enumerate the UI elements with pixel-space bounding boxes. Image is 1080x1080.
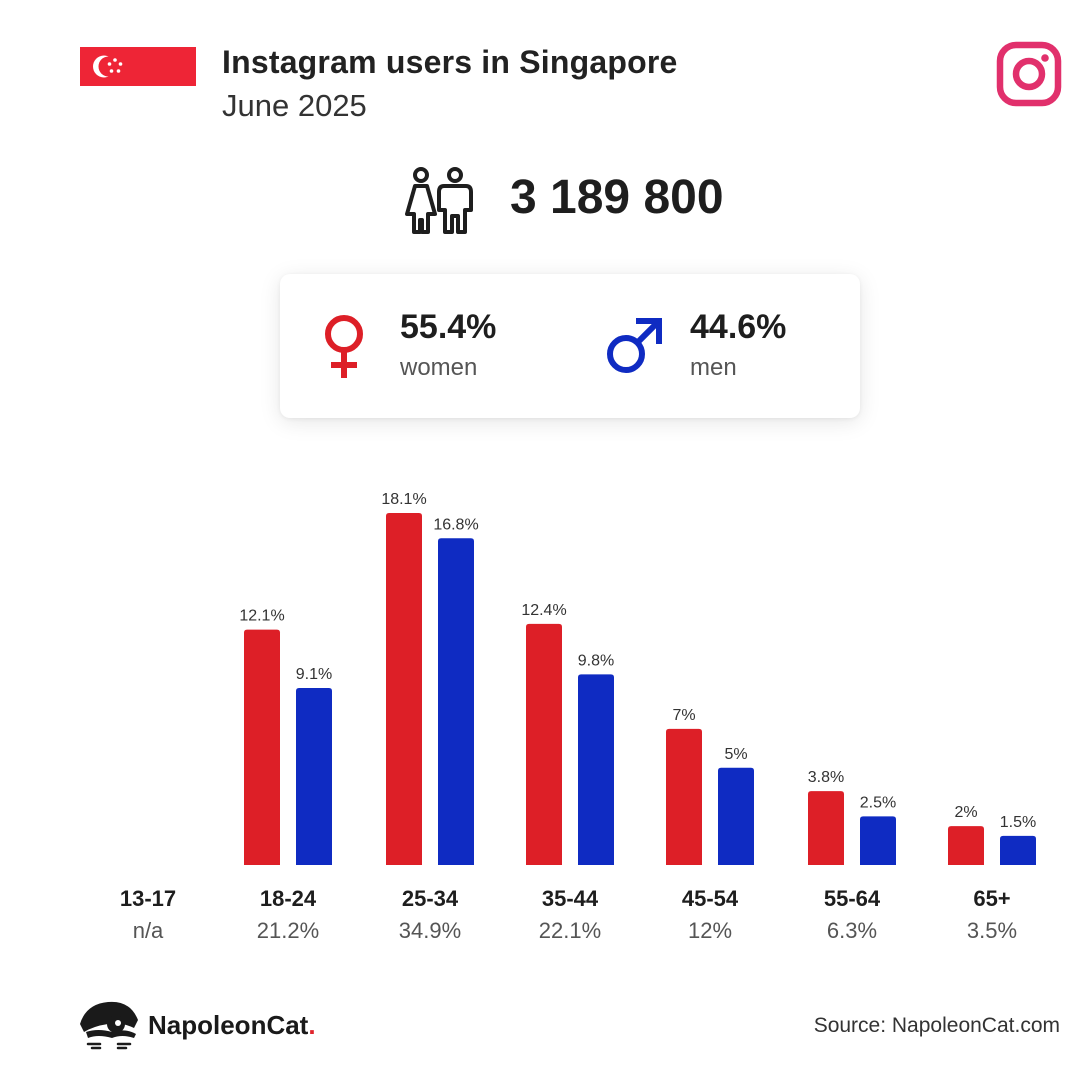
- category-total-25-34: 34.9%: [399, 918, 461, 943]
- female-icon: [325, 315, 363, 378]
- category-total-35-44: 22.1%: [539, 918, 601, 943]
- napoleoncat-logo-icon: [80, 1001, 138, 1050]
- bar-label-men-25-34: 16.8%: [433, 516, 478, 533]
- bar-label-men-65+: 1.5%: [1000, 814, 1036, 831]
- bar-men-45-54: [718, 767, 754, 865]
- age-gender-bar-chart: 13-17 n/a 12.1% 9.1% 18-24 21.2% 18.1% 16.8% 25-…: [120, 491, 1036, 943]
- bar-label-men-45-54: 5%: [724, 746, 747, 763]
- category-total-55-64: 6.3%: [827, 918, 877, 943]
- bar-women-45-54: [666, 728, 702, 865]
- women-label: women: [400, 354, 478, 381]
- source-credit: Source: NapoleonCat.com: [813, 1014, 1060, 1037]
- bar-women-18-24: [244, 629, 280, 865]
- bar-women-35-44: [526, 623, 562, 865]
- bar-label-women-55-64: 3.8%: [808, 769, 844, 786]
- bar-label-men-55-64: 2.5%: [860, 794, 896, 811]
- bar-label-women-25-34: 18.1%: [381, 491, 426, 508]
- category-label-65+: 65+: [973, 886, 1010, 911]
- bar-label-men-18-24: 9.1%: [296, 666, 332, 683]
- bar-women-65+: [948, 826, 984, 865]
- instagram-icon: [996, 41, 1062, 107]
- bar-label-women-45-54: 7%: [672, 707, 695, 724]
- total-users-value: 3 189 800: [510, 171, 724, 224]
- category-label-35-44: 35-44: [542, 886, 599, 911]
- bar-men-18-24: [296, 688, 332, 865]
- category-label-18-24: 18-24: [260, 886, 317, 911]
- category-total-18-24: 21.2%: [257, 918, 319, 943]
- category-label-45-54: 45-54: [682, 886, 739, 911]
- brand-dot: .: [308, 1010, 316, 1040]
- gender-split-card: [280, 274, 860, 418]
- bar-label-women-18-24: 12.1%: [239, 608, 284, 625]
- people-icon: [405, 167, 473, 234]
- male-icon: [607, 318, 662, 373]
- page-subtitle: June 2025: [222, 88, 367, 123]
- bar-label-men-35-44: 9.8%: [578, 652, 614, 669]
- singapore-flag-icon: [80, 47, 196, 125]
- category-label-25-34: 25-34: [402, 886, 459, 911]
- women-percentage: 55.4%: [400, 308, 497, 346]
- category-total-13-17: n/a: [133, 918, 164, 943]
- bar-label-women-65+: 2%: [954, 804, 977, 821]
- page-title: Instagram users in Singapore: [222, 44, 678, 80]
- brand-name: NapoleonCat.: [148, 1010, 316, 1041]
- category-total-65+: 3.5%: [967, 918, 1017, 943]
- bar-men-65+: [1000, 835, 1036, 865]
- bar-men-35-44: [578, 674, 614, 865]
- men-percentage: 44.6%: [690, 308, 787, 346]
- category-total-45-54: 12%: [688, 918, 732, 943]
- bar-women-55-64: [808, 791, 844, 865]
- bar-women-25-34: [386, 513, 422, 865]
- bar-men-25-34: [438, 538, 474, 865]
- brand-text: NapoleonCat: [148, 1010, 309, 1040]
- category-label-55-64: 55-64: [824, 886, 881, 911]
- bar-label-women-35-44: 12.4%: [521, 602, 566, 619]
- men-label: men: [690, 354, 737, 381]
- category-label-13-17: 13-17: [120, 886, 176, 911]
- bar-men-55-64: [860, 816, 896, 865]
